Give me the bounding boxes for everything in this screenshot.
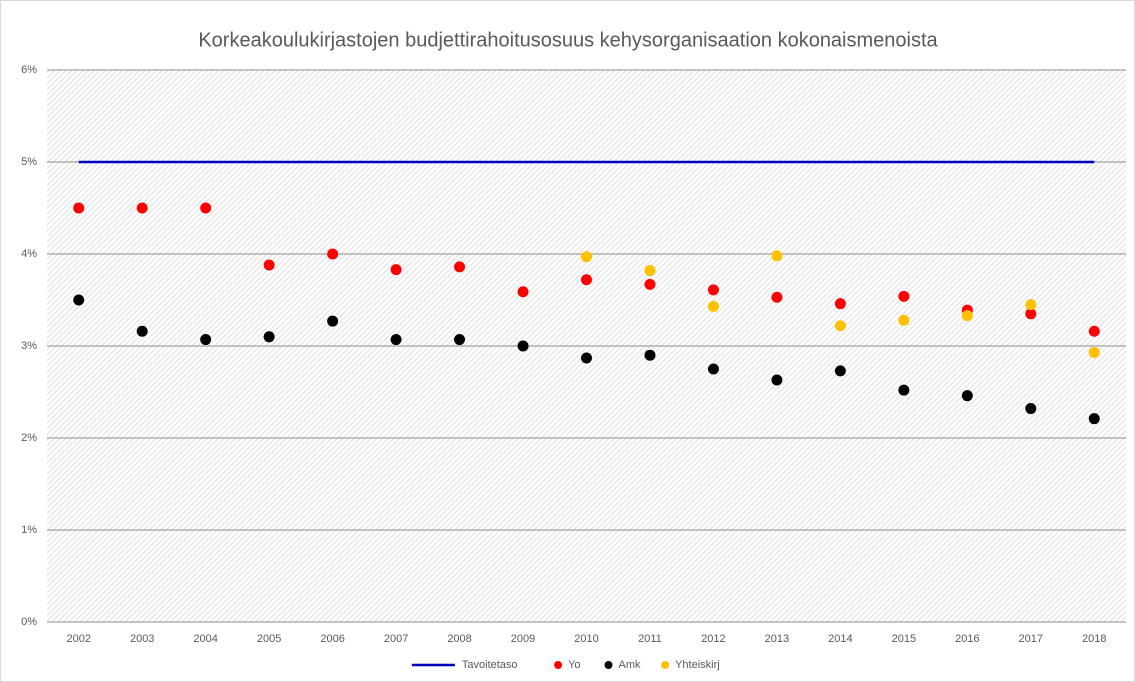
x-tick-label: 2012 xyxy=(701,633,725,645)
x-tick-label: 2016 xyxy=(955,633,979,645)
legend-label: Yhteiskirj xyxy=(675,659,720,671)
point xyxy=(707,284,719,296)
y-tick-label: 6% xyxy=(21,64,37,76)
point xyxy=(200,202,212,214)
x-tick-label: 2010 xyxy=(574,633,598,645)
point xyxy=(263,331,275,343)
point xyxy=(1025,308,1037,320)
point xyxy=(644,278,656,290)
point xyxy=(771,374,783,386)
y-tick-label: 2% xyxy=(21,432,37,444)
point xyxy=(73,294,85,306)
y-tick-label: 0% xyxy=(21,616,37,628)
x-tick-label: 2005 xyxy=(257,633,281,645)
point xyxy=(327,248,339,260)
x-tick-label: 2011 xyxy=(638,633,662,645)
legend-marker xyxy=(554,661,563,669)
x-tick-label: 2014 xyxy=(828,633,852,645)
point xyxy=(961,310,973,322)
point xyxy=(898,384,910,396)
point xyxy=(1025,299,1037,311)
x-tick-label: 2003 xyxy=(130,633,154,645)
legend-marker xyxy=(661,661,670,669)
legend-label: Tavoitetaso xyxy=(462,659,518,671)
point xyxy=(390,334,402,346)
x-tick-label: 2009 xyxy=(511,633,535,645)
point xyxy=(136,325,148,337)
point xyxy=(644,265,656,277)
y-tick-label: 1% xyxy=(21,524,37,536)
x-tick-label: 2008 xyxy=(447,633,471,645)
y-tick-label: 4% xyxy=(21,248,37,260)
point xyxy=(1025,403,1037,415)
point xyxy=(327,315,339,327)
legend-label: Amk xyxy=(619,659,642,671)
legend-marker xyxy=(604,661,613,669)
point xyxy=(771,250,783,262)
point xyxy=(898,314,910,326)
legend-label: Yo xyxy=(568,659,580,671)
point xyxy=(581,352,592,364)
point xyxy=(581,251,592,263)
y-tick-label: 5% xyxy=(21,156,37,168)
point xyxy=(834,320,846,332)
point xyxy=(834,365,846,377)
point xyxy=(1088,346,1100,358)
point xyxy=(581,274,592,286)
point xyxy=(898,290,910,302)
point xyxy=(1088,413,1100,425)
x-tick-label: 2013 xyxy=(765,633,789,645)
point xyxy=(1088,325,1100,337)
point xyxy=(263,259,275,271)
point xyxy=(771,291,783,303)
x-tick-label: 2004 xyxy=(193,633,217,645)
point xyxy=(834,298,846,310)
point xyxy=(454,334,466,346)
point xyxy=(73,202,85,214)
point xyxy=(200,334,212,346)
x-tick-label: 2002 xyxy=(66,633,90,645)
x-tick-label: 2007 xyxy=(384,633,408,645)
y-tick-label: 3% xyxy=(21,340,37,352)
point xyxy=(136,202,148,214)
point xyxy=(517,286,529,298)
point xyxy=(454,261,466,273)
point xyxy=(707,363,719,375)
x-tick-label: 2017 xyxy=(1019,633,1043,645)
point xyxy=(961,390,973,402)
point xyxy=(390,264,402,276)
point xyxy=(707,300,719,312)
x-tick-label: 2018 xyxy=(1082,633,1106,645)
x-tick-label: 2006 xyxy=(320,633,344,645)
x-tick-label: 2015 xyxy=(892,633,916,645)
chart-title: Korkeakoulukirjastojen budjettirahoituso… xyxy=(198,29,938,51)
point xyxy=(517,340,529,352)
point xyxy=(644,349,656,361)
